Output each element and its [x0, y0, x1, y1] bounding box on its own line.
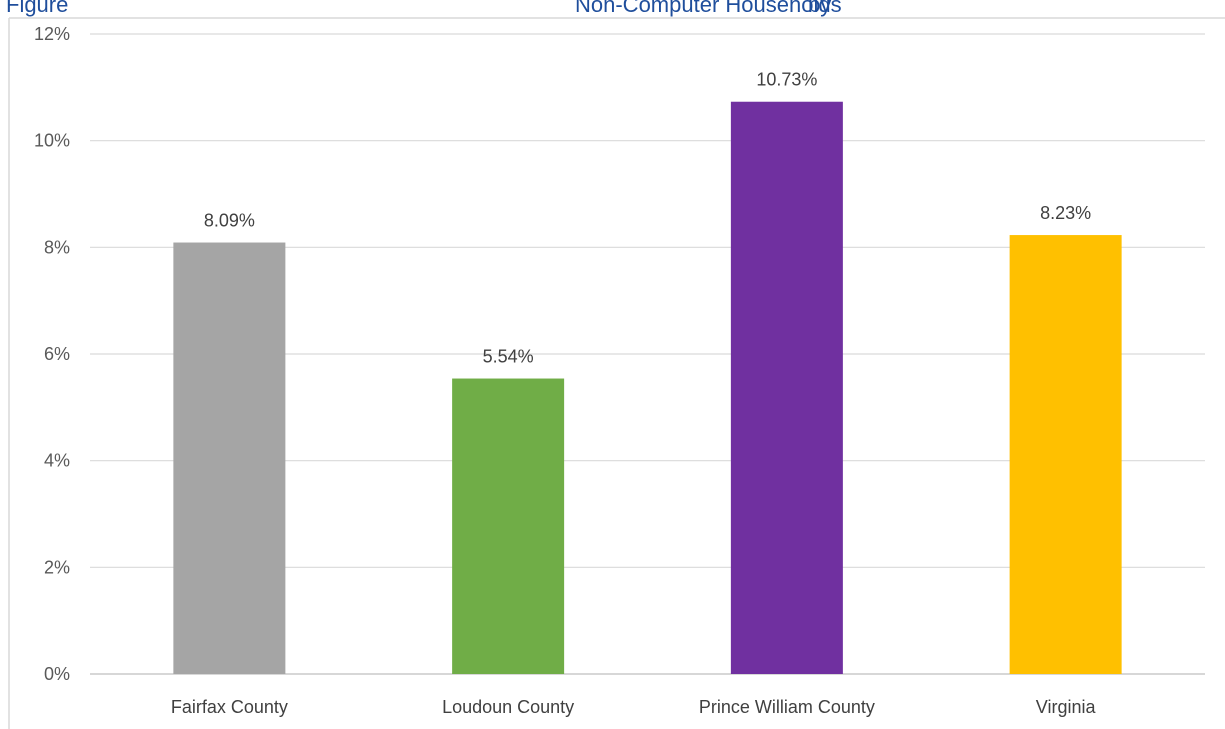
y-tick-label: 2% — [44, 557, 70, 577]
y-tick-label: 8% — [44, 237, 70, 257]
bar-data-label: 5.54% — [483, 347, 534, 367]
heading-fragment-3: by — [808, 0, 831, 17]
clipped-heading: Figure Non-Computer Households by — [6, 0, 842, 17]
x-category-label: Fairfax County — [171, 697, 288, 717]
x-category-label: Virginia — [1036, 697, 1097, 717]
bar — [1009, 235, 1122, 675]
x-axis-category-labels: Fairfax County Loudoun County Prince Willi… — [171, 697, 1097, 717]
heading-fragment-2: Non-Computer Households — [575, 0, 842, 17]
data-labels: 8.09% 5.54% 10.73% 8.23% — [204, 70, 1091, 367]
bar-data-label: 10.73% — [756, 70, 817, 90]
bar — [452, 378, 565, 674]
x-category-label: Loudoun County — [442, 697, 574, 717]
x-category-label: Prince William County — [699, 697, 875, 717]
bars — [173, 101, 1122, 675]
y-tick-label: 0% — [44, 664, 70, 684]
bar — [730, 101, 843, 674]
heading-fragment-1: Figure — [6, 0, 68, 17]
y-tick-label: 10% — [34, 131, 70, 151]
y-tick-label: 12% — [34, 24, 70, 44]
y-tick-label: 6% — [44, 344, 70, 364]
bar — [173, 242, 286, 675]
bar-data-label: 8.09% — [204, 211, 255, 231]
bar-data-label: 8.23% — [1040, 203, 1091, 223]
y-tick-label: 4% — [44, 451, 70, 471]
y-axis-tick-labels: 0% 2% 4% 6% 8% 10% 12% — [34, 24, 70, 684]
